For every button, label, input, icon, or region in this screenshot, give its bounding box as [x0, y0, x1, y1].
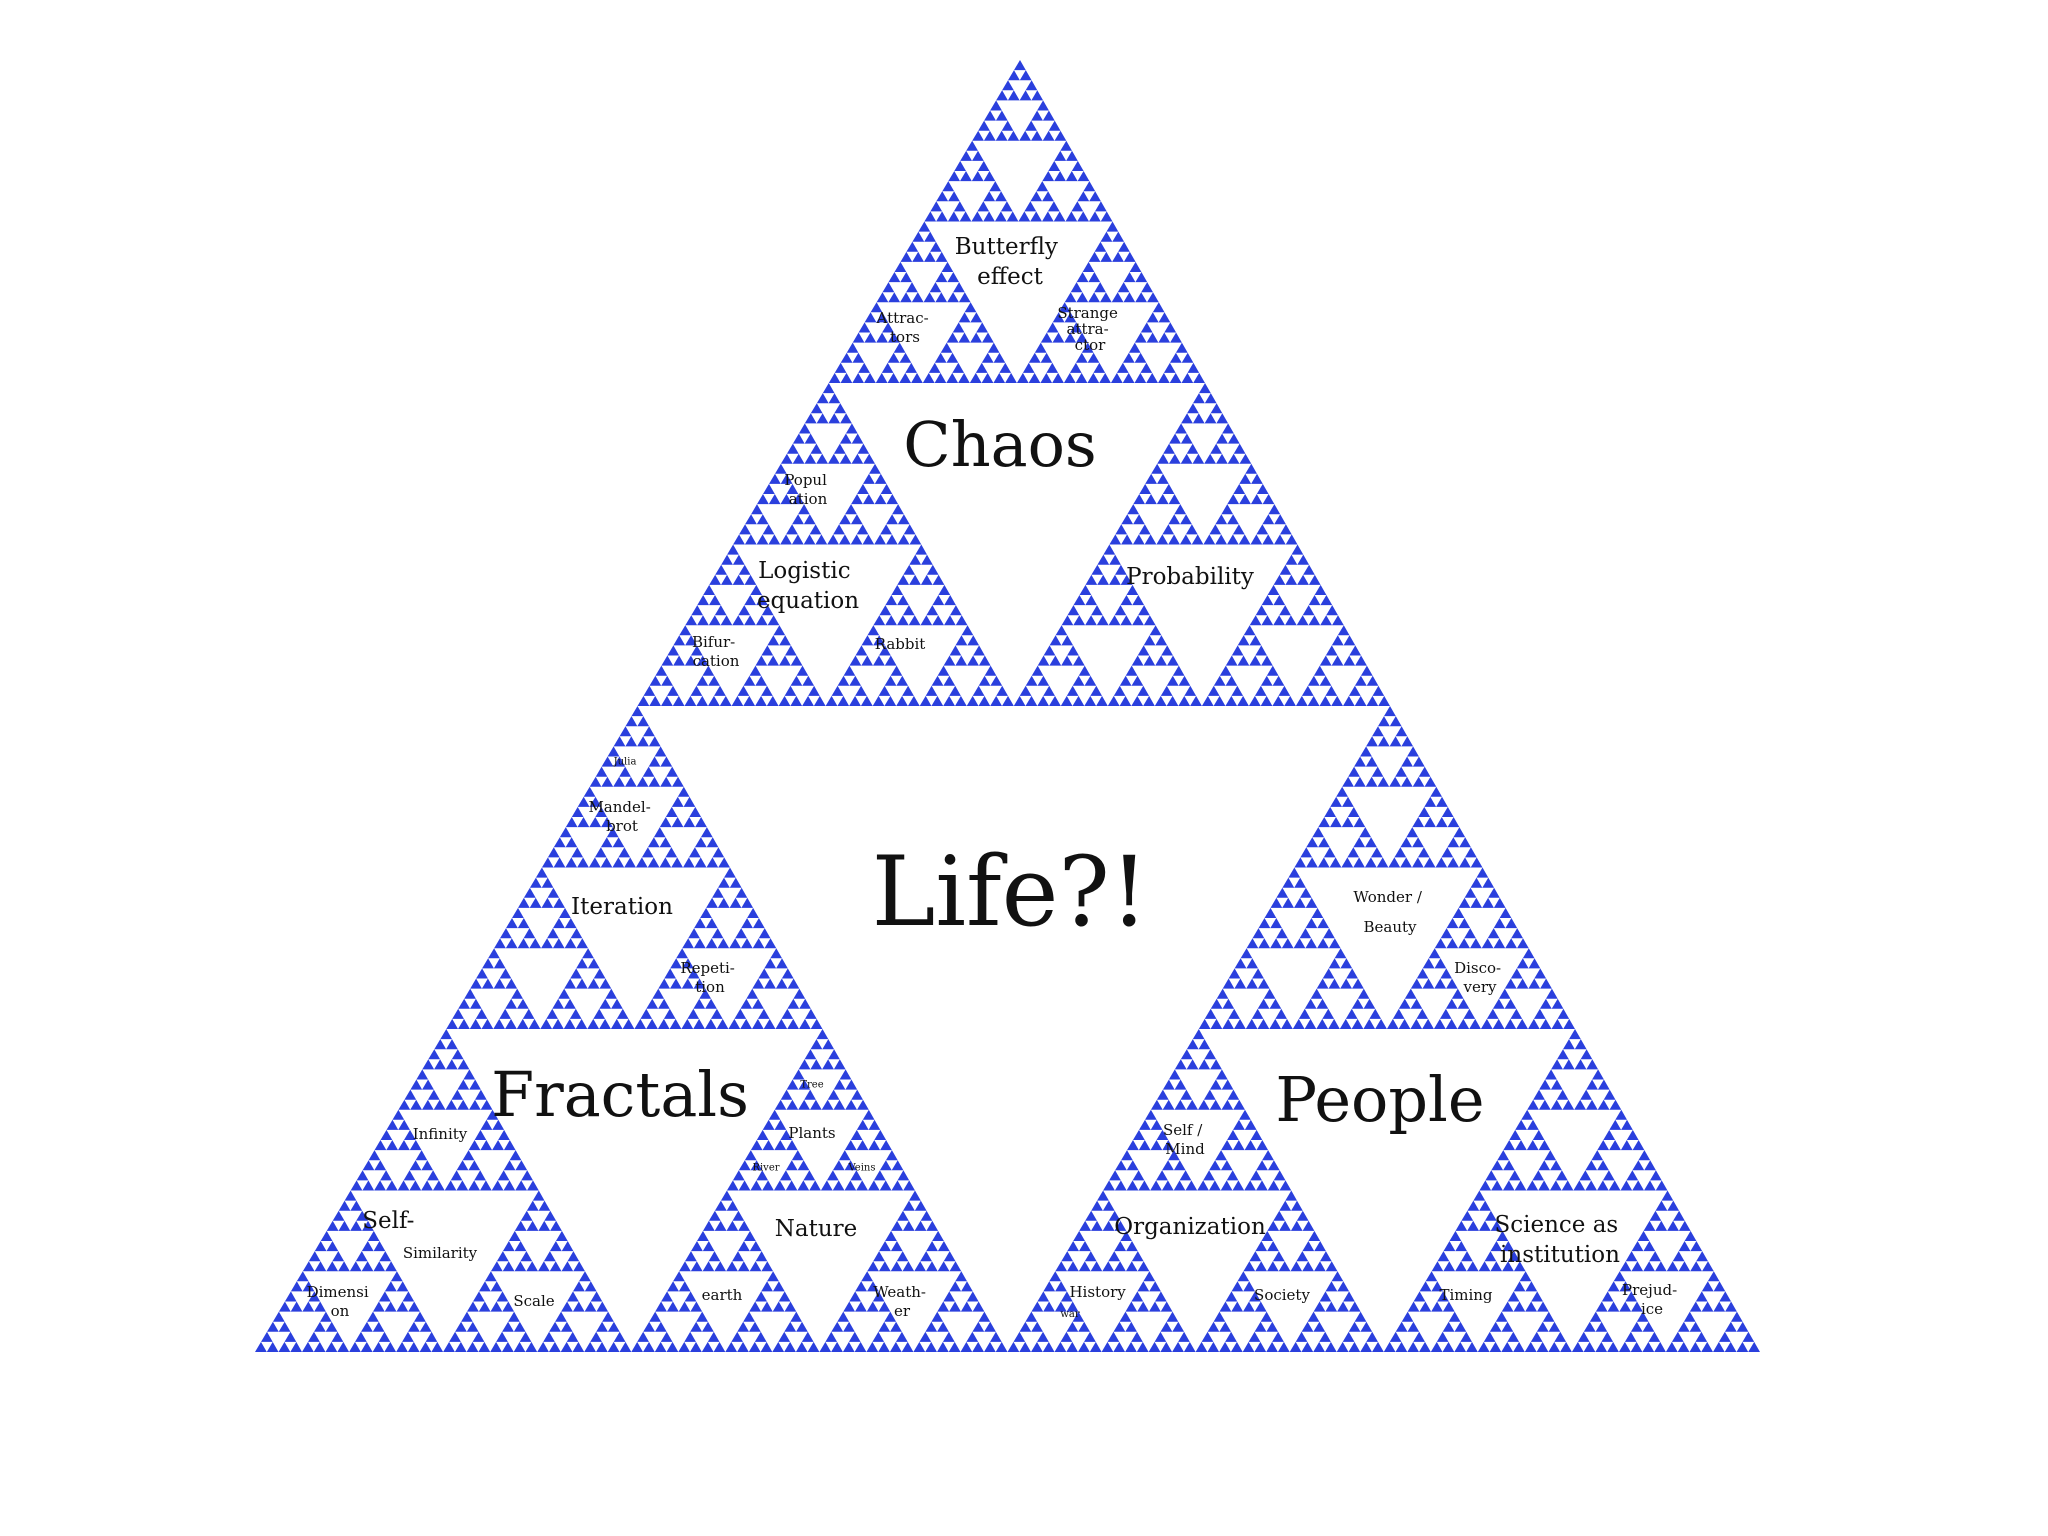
label-dimension: Dimensi on — [307, 1283, 374, 1320]
label-rabbit: Rabbit — [875, 635, 926, 653]
label-self-similarity: Self- Similarity — [362, 1208, 477, 1262]
label-history-war: History war — [1060, 1283, 1130, 1320]
label-bifurcation: Bifur- cation — [692, 633, 740, 670]
label-earth: earth — [702, 1286, 743, 1304]
label-timing: Timing — [1439, 1286, 1492, 1304]
label-probability: Probability — [1126, 564, 1254, 590]
label-butterfly-effect: Butterfly effect — [955, 234, 1065, 290]
label-mandelbrot: Mandel- brot — [588, 798, 655, 835]
sierpinski-triangle-fractal — [255, 60, 1760, 1352]
label-nature: Nature — [775, 1216, 858, 1242]
label-iteration: Iteration — [571, 894, 673, 920]
label-repetition: Repeti- tion — [680, 959, 739, 996]
label-logistic-equation: Logistic equation — [757, 558, 859, 614]
fractal-triangles — [255, 60, 1760, 1352]
label-strange-attractor: Strange attra- ctor — [1057, 304, 1122, 354]
label-prejudice: Prejud- ice — [1622, 1281, 1682, 1318]
label-scale: Scale — [513, 1292, 554, 1310]
label-attractors: Attrac- tors — [876, 309, 934, 346]
label-fractals: Fractals — [491, 1058, 749, 1131]
label-organization: Organization — [1114, 1214, 1266, 1240]
label-tree: Tree — [800, 1080, 823, 1091]
label-self-mind: Self / Mind — [1163, 1121, 1207, 1158]
label-infinity: Infinity — [413, 1125, 468, 1143]
label-chaos: Chaos — [903, 408, 1096, 481]
label-people: People — [1275, 1063, 1484, 1136]
label-population: Popul ation — [784, 471, 831, 508]
label-discovery: Disco- very — [1454, 959, 1506, 996]
label-weather: Weath- er — [873, 1283, 931, 1320]
label-wonder-beauty: Wonder / Beauty — [1353, 888, 1426, 936]
label-society: Society — [1254, 1286, 1310, 1304]
label-science-institution: Science as institution — [1494, 1212, 1625, 1268]
label-julia: Julia — [613, 757, 637, 768]
label-veins: Veins — [848, 1163, 876, 1174]
label-plants: Plants — [788, 1124, 835, 1142]
label-life: Life?! — [872, 836, 1149, 948]
label-river: River — [752, 1163, 779, 1174]
concept-labels: Life?! Chaos Fractals People Butterfly e… — [307, 234, 1682, 1320]
